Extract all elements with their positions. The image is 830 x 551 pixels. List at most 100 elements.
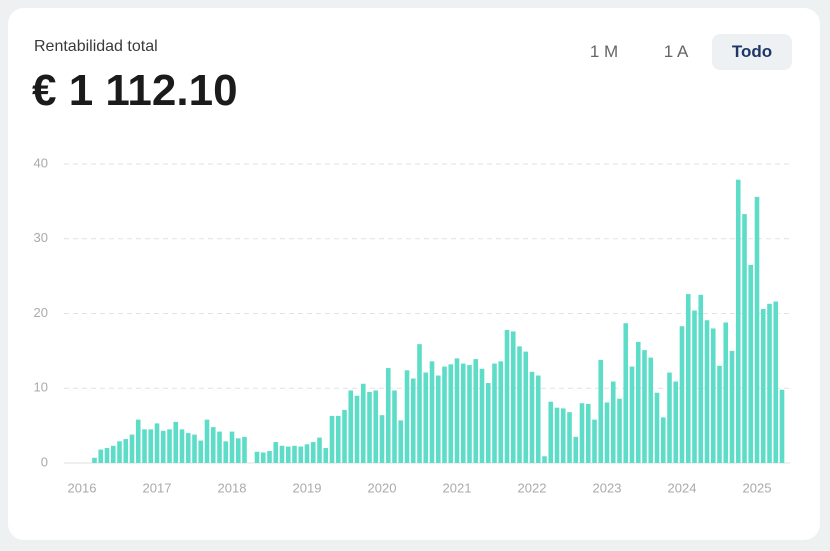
bar — [542, 456, 547, 463]
bar — [748, 264, 754, 463]
x-tick-label: 2018 — [218, 480, 247, 495]
bar — [329, 415, 335, 463]
bar — [779, 389, 785, 463]
bar — [104, 448, 110, 463]
bar — [298, 446, 304, 463]
x-tick-label: 2022 — [518, 480, 547, 495]
bar — [535, 375, 541, 463]
bar — [410, 378, 416, 463]
x-tick-label: 2023 — [593, 480, 622, 495]
bar — [698, 294, 704, 463]
x-tick-label: 2017 — [143, 480, 172, 495]
bar — [223, 441, 229, 463]
x-tick-label: 2024 — [668, 480, 697, 495]
bar — [123, 439, 129, 463]
bar — [567, 412, 572, 463]
range-button[interactable]: 1 A — [663, 42, 689, 61]
bar — [610, 381, 616, 463]
bar — [760, 309, 766, 463]
x-tick-label: 2016 — [68, 480, 97, 495]
y-tick-label: 20 — [34, 305, 48, 320]
y-tick-label: 0 — [41, 454, 48, 469]
bar — [404, 370, 410, 463]
bar — [135, 419, 141, 463]
bar — [229, 431, 235, 463]
bar — [323, 448, 329, 463]
bar — [173, 421, 179, 463]
bar — [98, 449, 104, 463]
bar — [354, 395, 360, 463]
bar — [554, 407, 560, 463]
bar — [654, 392, 660, 463]
bar — [235, 438, 241, 463]
bar — [198, 440, 204, 463]
x-tick-label: 2019 — [293, 480, 322, 495]
bar — [648, 357, 654, 463]
bar — [773, 301, 779, 463]
y-tick-label: 30 — [34, 230, 48, 245]
card-title: Rentabilidad total — [34, 38, 158, 55]
bar — [517, 346, 522, 463]
bar — [623, 323, 629, 463]
bar — [417, 344, 422, 463]
bar — [704, 320, 710, 463]
bar — [292, 445, 297, 463]
bar — [260, 452, 266, 463]
bar — [529, 371, 535, 463]
bar — [667, 372, 672, 463]
bar — [267, 451, 272, 463]
x-tick-label: 2025 — [743, 480, 772, 495]
bar — [442, 366, 447, 463]
bar — [360, 383, 366, 463]
bar — [598, 359, 604, 463]
bar — [335, 415, 341, 463]
bar — [435, 375, 441, 463]
bar — [129, 434, 135, 463]
bar — [723, 322, 729, 463]
total-value: € 1 112.10 — [32, 66, 238, 115]
bar — [304, 444, 310, 463]
bar — [342, 409, 347, 463]
bar — [92, 457, 97, 463]
bar — [548, 401, 554, 463]
bar — [279, 445, 285, 463]
bar — [160, 430, 166, 463]
range-button[interactable]: 1 M — [589, 42, 619, 61]
bar — [467, 365, 472, 463]
bar — [373, 390, 379, 463]
bar — [398, 420, 404, 463]
bar — [310, 442, 316, 463]
bar — [479, 368, 485, 463]
bar — [448, 364, 454, 463]
bar — [710, 328, 716, 463]
bar — [148, 429, 154, 463]
bar — [629, 366, 635, 463]
bar — [273, 442, 279, 463]
bar — [192, 434, 197, 463]
bar — [717, 365, 722, 463]
bar — [385, 368, 391, 463]
bar — [592, 419, 597, 463]
bar — [254, 451, 260, 463]
bar — [110, 445, 116, 463]
y-tick-label: 40 — [34, 155, 48, 170]
bar — [510, 331, 516, 463]
bar — [767, 303, 772, 463]
bar — [454, 358, 460, 463]
bar — [692, 310, 697, 463]
bar — [167, 429, 172, 463]
bar — [498, 361, 504, 463]
y-tick-label: 10 — [34, 380, 48, 395]
bar — [617, 398, 622, 463]
bar — [392, 390, 397, 463]
bar — [379, 415, 385, 463]
bar — [585, 403, 591, 463]
bar — [179, 429, 185, 463]
bar — [242, 436, 247, 463]
bar — [423, 372, 429, 463]
bar — [673, 381, 679, 463]
bar — [285, 446, 291, 463]
range-button[interactable]: Todo — [712, 34, 792, 70]
